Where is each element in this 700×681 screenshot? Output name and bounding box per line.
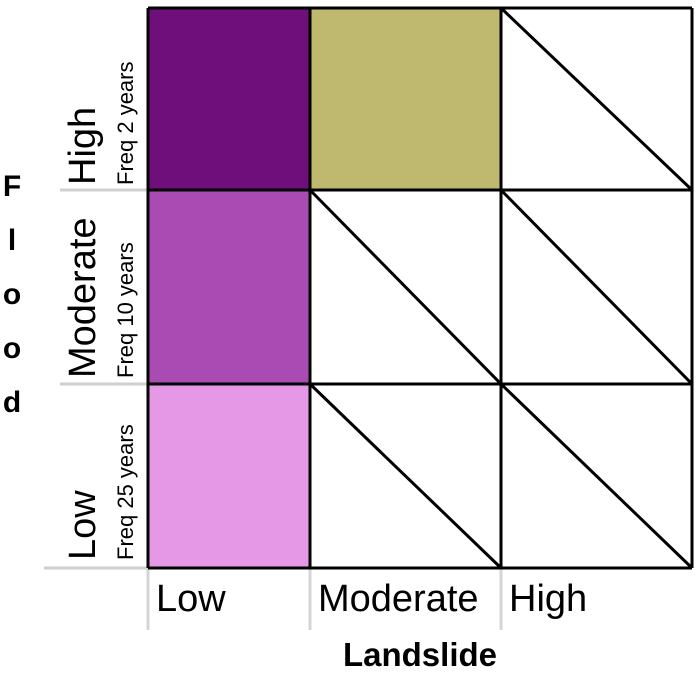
y-axis-letter: d [2,386,22,419]
cell-flood-low-landslide-high-empty-diagonal [499,382,694,570]
row-freq-moderate: Freq 10 years [113,242,138,378]
row-freq-high: Freq 2 years [113,62,138,186]
cell-flood-moderate-landslide-low [148,190,310,384]
matrix-cells [148,6,694,570]
y-axis-letter: F [2,170,22,203]
cell-flood-high-landslide-high-empty-diagonal [499,6,694,192]
cell-flood-high-landslide-moderate [310,8,501,190]
row-level-high: High [62,107,104,185]
y-axis-title: F l o o d [0,160,24,430]
x-axis-title: Landslide [342,636,498,673]
row-freq-low: Freq 25 years [113,424,138,560]
y-axis-letter: o [2,278,22,311]
cell-flood-low-landslide-low [148,384,310,568]
cell-flood-moderate-landslide-high-empty-diagonal [499,188,694,386]
column-label-low: Low [156,578,226,620]
column-label-moderate: Moderate [318,578,479,620]
row-level-low: Low [62,490,104,560]
cell-flood-low-landslide-moderate-empty-diagonal [308,382,503,570]
row-level-moderate: Moderate [62,217,104,378]
row-labels: High Freq 2 years Moderate Freq 10 years… [62,62,138,561]
column-label-high: High [509,578,588,620]
y-axis-letter: o [2,332,22,365]
cell-flood-moderate-landslide-moderate-empty-diagonal [308,188,503,386]
cell-flood-high-landslide-low [148,8,310,190]
y-axis-letter: l [7,224,17,257]
grid-lines [146,6,694,570]
